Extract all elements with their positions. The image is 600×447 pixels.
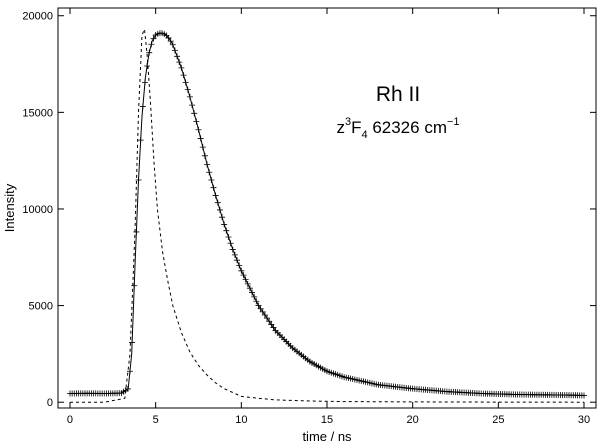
annotation-level-mid: F [351, 118, 361, 137]
x-tick-label: 25 [492, 414, 504, 426]
plus-marker [264, 315, 271, 322]
plus-marker [180, 72, 187, 79]
y-tick-label: 15000 [22, 107, 53, 119]
plus-marker [238, 267, 245, 274]
x-tick-label: 15 [321, 414, 333, 426]
annotation-level-sub: 4 [361, 129, 367, 141]
plus-marker [266, 318, 273, 325]
annotation-level-sup2: −1 [447, 116, 460, 128]
plus-marker [246, 285, 253, 292]
plus-marker [197, 135, 204, 142]
plus-marker [148, 41, 155, 48]
plus-marker [227, 240, 234, 247]
plus-marker [191, 110, 198, 117]
plus-marker [249, 289, 256, 296]
plus-marker [219, 214, 226, 221]
plus-marker [201, 152, 208, 159]
plus-marker [182, 79, 189, 86]
series-0-markers [66, 30, 588, 399]
plus-marker [231, 251, 238, 258]
plot-frame [57, 7, 597, 409]
plus-marker [178, 64, 185, 71]
plus-marker [199, 144, 206, 151]
plus-marker [184, 86, 191, 93]
plus-marker [129, 339, 136, 346]
plus-marker [124, 385, 131, 392]
plus-marker [251, 293, 258, 300]
plus-marker [189, 102, 196, 109]
annotation-level: z3F4 62326 cm−1 [336, 116, 459, 141]
plus-marker [221, 221, 228, 228]
y-tick-label: 5000 [29, 301, 53, 313]
plus-marker [234, 257, 241, 264]
plus-marker [186, 93, 193, 100]
plus-marker [261, 312, 268, 319]
plus-marker [193, 118, 200, 125]
plus-marker [144, 62, 151, 69]
series-1-line [70, 27, 585, 403]
plus-marker [131, 282, 138, 289]
plus-marker [195, 126, 202, 133]
plus-marker [204, 161, 211, 168]
plus-marker [268, 321, 275, 328]
plus-marker [210, 184, 217, 191]
plus-marker [171, 47, 178, 54]
x-tick-label: 5 [153, 414, 159, 426]
plus-marker [216, 206, 223, 213]
series-0-line [69, 32, 585, 396]
plus-marker [229, 246, 236, 253]
plus-marker [137, 137, 144, 144]
x-tick-label: 0 [67, 414, 73, 426]
plus-marker [174, 53, 181, 60]
plus-marker [146, 49, 153, 56]
plus-marker [126, 368, 133, 375]
plus-marker [139, 103, 146, 110]
plus-marker [167, 38, 174, 45]
plus-marker [257, 305, 264, 312]
y-axis-label: Intensity [2, 183, 17, 232]
y-axis-ticks: 0 5000 10000 15000 20000 [22, 11, 596, 409]
plus-marker [169, 41, 176, 48]
annotation-species: Rh II [376, 83, 420, 106]
plus-marker [581, 392, 588, 399]
plus-marker [270, 324, 277, 331]
plus-marker [255, 302, 262, 309]
x-axis-label: time / ns [302, 429, 352, 444]
annotation-level-sup1: 3 [345, 116, 351, 128]
x-tick-label: 30 [578, 414, 590, 426]
plus-marker [225, 233, 232, 240]
series-layer [66, 27, 588, 403]
y-tick-label: 10000 [22, 204, 53, 216]
x-tick-label: 20 [407, 414, 419, 426]
plus-marker [223, 227, 230, 234]
x-tick-label: 10 [235, 414, 247, 426]
plus-marker [150, 35, 157, 42]
plus-marker [206, 169, 213, 176]
plus-marker [208, 176, 215, 183]
y-tick-label: 0 [47, 397, 53, 409]
plus-marker [135, 176, 142, 183]
y-tick-label: 20000 [22, 11, 53, 23]
annotation-level-rest: 62326 cm [368, 118, 447, 137]
plus-marker [259, 308, 266, 315]
plus-marker [242, 276, 249, 283]
plus-marker [244, 280, 251, 287]
plus-marker [141, 79, 148, 86]
plus-marker [236, 262, 243, 269]
plus-marker [240, 272, 247, 279]
plus-marker [176, 59, 183, 66]
plus-marker [214, 199, 221, 206]
plus-marker [212, 192, 219, 199]
x-axis-ticks: 0 5 10 15 20 25 30 [67, 8, 590, 426]
plus-marker [253, 298, 260, 305]
annotation-level-pre: z [336, 118, 345, 137]
plus-marker [133, 228, 140, 235]
plus-marker [165, 34, 172, 41]
